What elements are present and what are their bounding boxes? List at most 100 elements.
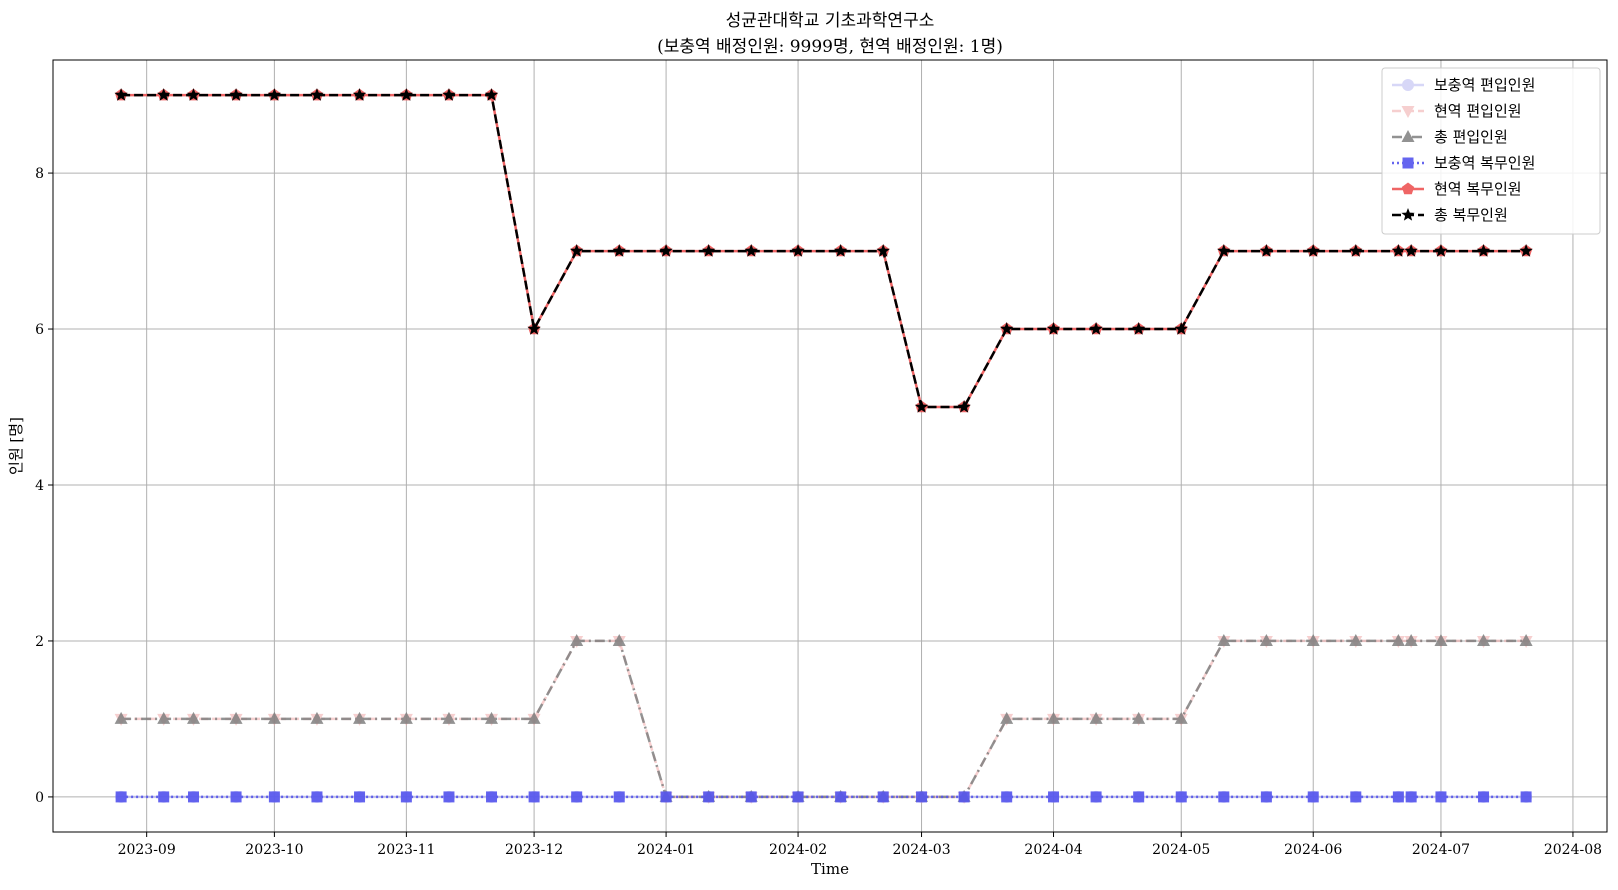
x-tick-label: 2023-09 (118, 842, 176, 858)
legend-marker (1401, 106, 1415, 118)
data-point (877, 791, 889, 803)
data-point (229, 711, 243, 724)
data-point (1306, 244, 1320, 257)
data-point (310, 88, 324, 101)
data-point (792, 791, 804, 803)
data-point (1174, 322, 1188, 335)
data-point (1047, 711, 1061, 724)
data-point (114, 711, 128, 724)
x-tick-label: 2023-12 (505, 842, 563, 858)
data-point (1132, 711, 1146, 724)
data-point (1434, 244, 1448, 257)
data-point (1477, 633, 1491, 646)
data-point (187, 791, 199, 803)
data-point (958, 791, 970, 803)
data-point (1175, 791, 1187, 803)
data-point (484, 88, 499, 101)
data-point (186, 88, 201, 101)
legend-label: 현역 편입인원 (1434, 102, 1522, 120)
data-point (157, 88, 171, 101)
legend-entry (1392, 182, 1424, 195)
legend-marker (1401, 182, 1415, 195)
data-point (1001, 791, 1013, 803)
data-point (1519, 244, 1533, 257)
data-point (1391, 633, 1405, 646)
data-point (1217, 244, 1231, 257)
x-tick-label: 2024-07 (1412, 842, 1470, 858)
legend-label: 현역 복무인원 (1434, 180, 1522, 198)
legend-label: 보충역 편입인원 (1434, 76, 1535, 94)
data-point (833, 244, 848, 257)
data-point (1349, 633, 1363, 646)
data-point (1259, 244, 1274, 257)
y-tick-label: 2 (35, 634, 44, 650)
x-tick-label: 2024-06 (1284, 842, 1342, 858)
chart-title: 성균관대학교 기초과학연구소 (726, 11, 935, 31)
x-tick-label: 2024-02 (769, 842, 827, 858)
data-point (230, 791, 242, 803)
data-point (612, 244, 626, 257)
chart-subtitle: (보충역 배정인원: 9999명, 현역 배정인원: 1명) (657, 37, 1003, 57)
data-point (1174, 711, 1188, 724)
legend-marker (1402, 79, 1414, 91)
data-point (745, 791, 757, 803)
y-axis-label: 인원 [명] (7, 417, 25, 475)
data-point (186, 711, 200, 724)
data-point (1089, 711, 1103, 724)
plot-frame (52, 59, 1608, 833)
data-point (1046, 322, 1061, 335)
data-point (1476, 244, 1491, 257)
data-point (612, 633, 626, 646)
data-point (1434, 633, 1448, 646)
x-tick-label: 2024-01 (637, 842, 695, 858)
data-point (1218, 791, 1230, 803)
legend-entry (1392, 130, 1424, 142)
data-point (1435, 791, 1447, 803)
data-point (115, 791, 127, 803)
data-point (1306, 633, 1320, 646)
data-point (1259, 633, 1273, 646)
data-point (527, 322, 541, 335)
x-axis-label: Time (811, 860, 849, 878)
data-point (1000, 322, 1014, 335)
x-tick-label: 2023-11 (377, 842, 435, 858)
data-point (1520, 791, 1532, 803)
data-point (1478, 791, 1490, 803)
data-point (835, 791, 847, 803)
data-point (1519, 633, 1533, 646)
data-point (267, 88, 282, 101)
x-tick-label: 2024-03 (892, 842, 950, 858)
data-point (485, 711, 499, 724)
data-point (744, 244, 758, 257)
axes-ticks: 2023-09 2023-10 2023-11 2023-12 2024-01 2024-… (35, 166, 1602, 858)
data-point (1391, 244, 1406, 257)
data-point (1307, 791, 1319, 803)
data-point (268, 791, 280, 803)
data-point (114, 88, 128, 101)
legend-label: 보충역 복무인원 (1434, 154, 1535, 172)
data-point (570, 633, 584, 646)
data-point (1404, 633, 1418, 646)
x-tick-label: 2024-05 (1152, 842, 1210, 858)
data-point (352, 88, 367, 101)
legend-marker (1401, 130, 1415, 142)
data-point (442, 88, 456, 101)
data-point (570, 244, 584, 257)
series-line (121, 93, 1527, 409)
data-point (157, 711, 171, 724)
data-point (1350, 791, 1362, 803)
data-point (528, 791, 540, 803)
data-point (1090, 791, 1102, 803)
x-tick-label: 2024-04 (1024, 842, 1082, 858)
data-point (916, 791, 928, 803)
data-point (1217, 633, 1231, 646)
data-point (659, 244, 673, 257)
legend-marker (1402, 157, 1414, 169)
data-point (914, 400, 929, 413)
data-point (1404, 244, 1418, 257)
data-point (267, 711, 281, 724)
data-point (486, 791, 498, 803)
data-point (399, 88, 414, 101)
data-point (399, 711, 413, 724)
